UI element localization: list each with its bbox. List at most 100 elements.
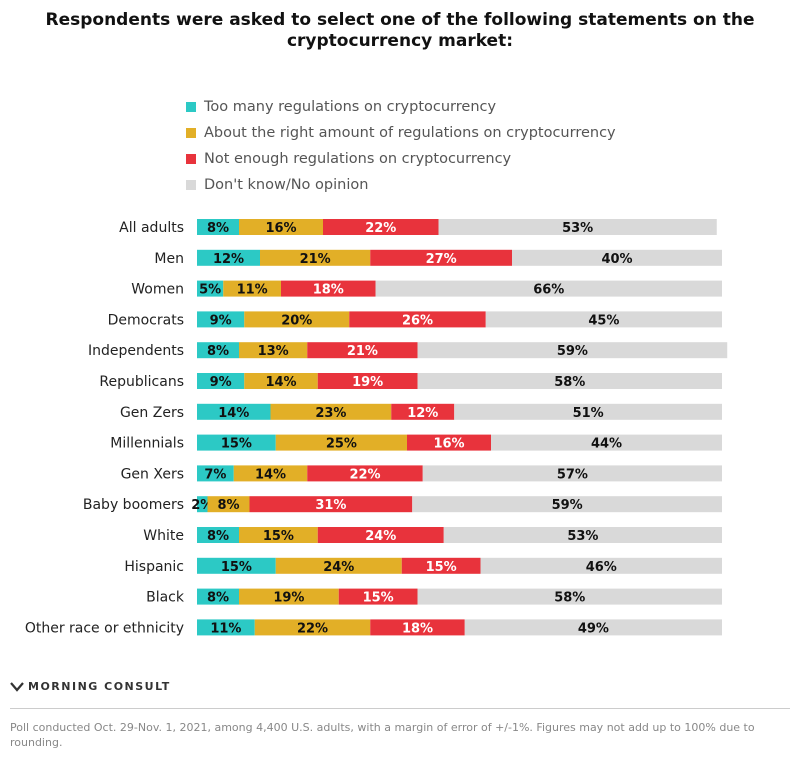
data-label: 53%: [567, 529, 598, 544]
category-label: Men: [154, 251, 184, 267]
bar-segment: [417, 342, 728, 359]
legend-swatch: [186, 154, 196, 164]
data-label: 59%: [557, 344, 588, 359]
bar-segment: [438, 219, 717, 235]
legend-item: Not enough regulations on cryptocurrency: [186, 146, 616, 172]
bar-segment: [370, 249, 512, 266]
bar-segment: [391, 403, 455, 420]
data-label: 14%: [218, 406, 249, 421]
data-label: 11%: [210, 621, 241, 636]
bar-segment: [197, 219, 239, 235]
bar-segment: [197, 249, 260, 266]
data-label: 19%: [352, 375, 383, 390]
brand-logo: MORNING CONSULT: [10, 680, 171, 693]
bar-segment: [223, 280, 281, 297]
legend-swatch: [186, 180, 196, 190]
category-label: Black: [146, 590, 185, 606]
data-label: 15%: [221, 437, 252, 452]
bar-segment: [491, 434, 722, 451]
legend-swatch: [186, 128, 196, 138]
stacked-bar-chart: All adults 8% 16% 22% 53% Men 12% 21% 27% 40% Wome…: [25, 219, 728, 636]
bar-segment: [370, 619, 465, 636]
data-label: 11%: [237, 283, 268, 298]
bar-segment: [197, 619, 255, 636]
data-label: 22%: [297, 621, 328, 636]
bar-segment: [480, 557, 722, 574]
bar-segment: [197, 588, 239, 605]
bar-segment: [197, 403, 271, 420]
bar-segment: [443, 527, 722, 543]
legend-item: About the right amount of regulations on…: [186, 120, 616, 146]
data-label: 7%: [204, 467, 226, 482]
data-label: 25%: [326, 437, 357, 452]
legend-swatch: [186, 102, 196, 112]
data-label: 24%: [323, 560, 354, 575]
data-label: 15%: [426, 560, 457, 575]
bar-segment: [260, 249, 371, 266]
bar-segment: [401, 557, 481, 574]
data-label: 22%: [365, 221, 396, 236]
bar-segment: [244, 311, 350, 328]
data-label: 15%: [221, 560, 252, 575]
data-label: 14%: [255, 467, 286, 482]
legend-label: Don't know/No opinion: [204, 177, 369, 193]
category-label: Hispanic: [124, 559, 184, 575]
category-label: Democrats: [108, 312, 184, 328]
bar-segment: [375, 280, 722, 297]
data-label: 15%: [363, 591, 394, 606]
data-label: 44%: [591, 437, 622, 452]
chart-title: Respondents were asked to select one of …: [45, 10, 755, 51]
legend-label: Too many regulations on cryptocurrency: [204, 99, 497, 115]
data-label: 8%: [207, 221, 229, 236]
data-label: 46%: [586, 560, 617, 575]
bar-segment: [407, 434, 491, 451]
data-label: 15%: [263, 529, 294, 544]
data-label: 14%: [265, 375, 296, 390]
bar-segment: [417, 373, 722, 389]
bar-segment: [197, 434, 276, 451]
category-label: All adults: [119, 220, 184, 236]
data-label: 22%: [349, 467, 380, 482]
data-label: 59%: [552, 498, 583, 513]
category-label: Republicans: [99, 374, 184, 390]
bar-segment: [197, 311, 245, 328]
bar-segment: [197, 465, 234, 482]
data-label: 8%: [207, 529, 229, 544]
bar-segment: [317, 373, 418, 389]
data-label: 45%: [588, 313, 619, 328]
category-label: White: [143, 528, 184, 544]
legend-item: Too many regulations on cryptocurrency: [186, 94, 616, 120]
bar-segment: [197, 280, 224, 297]
data-label: 21%: [300, 252, 331, 267]
data-label: 20%: [281, 313, 312, 328]
data-label: 31%: [315, 498, 346, 513]
data-label: 9%: [210, 313, 232, 328]
bar-segment: [270, 403, 392, 420]
data-label: 8%: [207, 591, 229, 606]
data-label: 16%: [265, 221, 296, 236]
bar-segment: [197, 342, 239, 359]
data-label: 5%: [199, 283, 221, 298]
bar-segment: [197, 557, 276, 574]
bar-segment: [197, 496, 208, 513]
data-label: 53%: [562, 221, 593, 236]
legend-label: About the right amount of regulations on…: [204, 125, 616, 141]
data-label: 18%: [313, 283, 344, 298]
category-label: Gen Xers: [121, 466, 184, 482]
data-label: 13%: [258, 344, 289, 359]
bar-segment: [512, 249, 722, 266]
bar-segment: [233, 465, 308, 482]
bar-segment: [239, 527, 318, 543]
data-label: 12%: [407, 406, 438, 421]
legend-item: Don't know/No opinion: [186, 172, 616, 198]
bar-segment: [323, 219, 439, 235]
bar-segment: [275, 557, 402, 574]
data-label: 26%: [402, 313, 433, 328]
category-label: Gen Zers: [120, 405, 184, 421]
bar-segment: [307, 465, 423, 482]
bar-segment: [349, 311, 486, 328]
data-label: 8%: [217, 498, 239, 513]
bar-segment: [254, 619, 371, 636]
data-label: 19%: [273, 591, 304, 606]
morning-consult-logo-icon: [10, 681, 24, 692]
